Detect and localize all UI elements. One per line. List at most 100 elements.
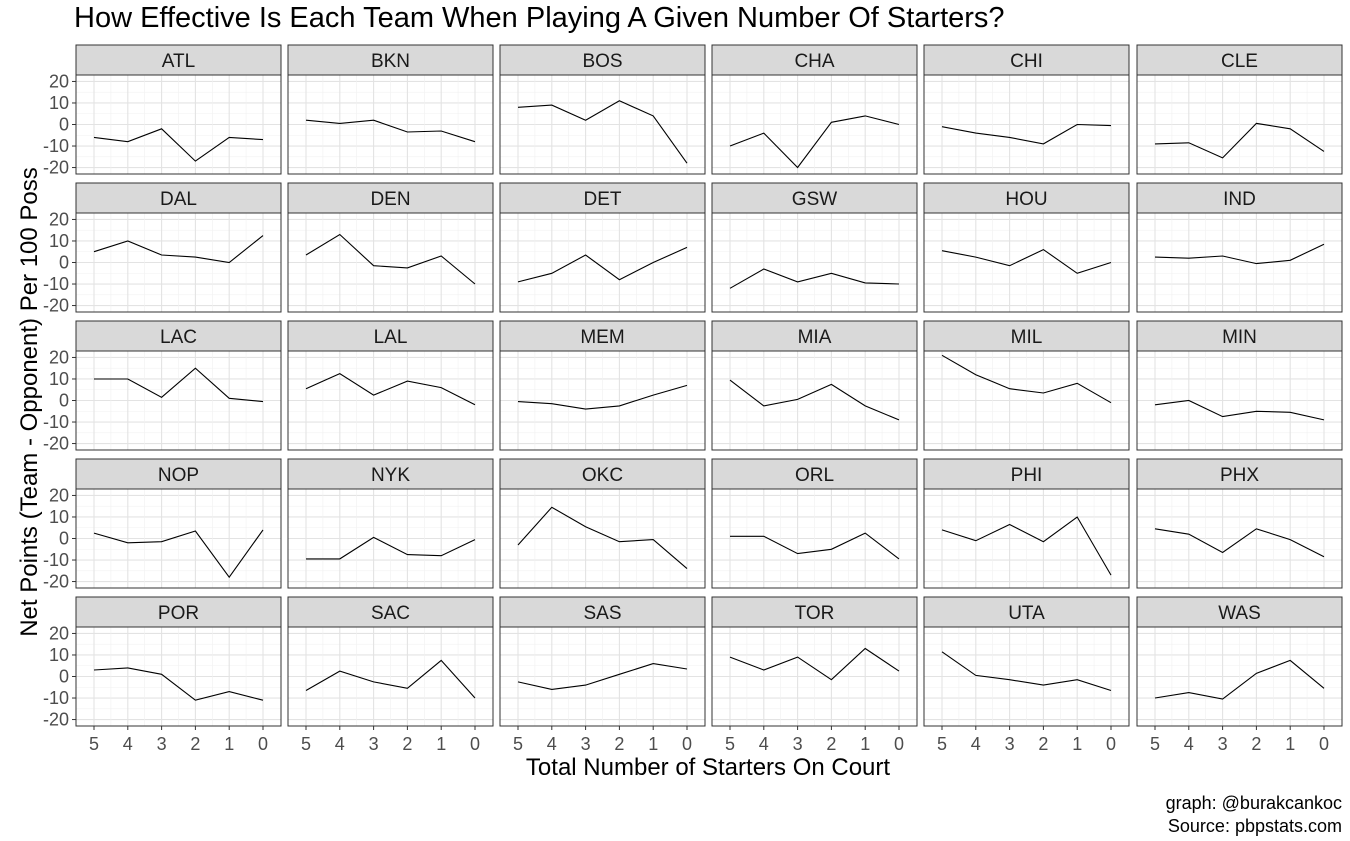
panel-border	[711, 488, 918, 589]
y-tick-label: -20	[43, 158, 69, 178]
facet-strip	[1136, 44, 1343, 76]
facet-strip	[1136, 596, 1343, 628]
x-tick-label: 4	[335, 734, 345, 754]
x-tick-label: 3	[1005, 734, 1015, 754]
series-line-mia	[729, 379, 900, 421]
series-line-mil	[941, 354, 1112, 404]
y-tick-label: -20	[43, 434, 69, 454]
facet-strip	[923, 320, 1130, 352]
facet-label: CHA	[794, 51, 834, 72]
facet-label: BKN	[371, 51, 410, 72]
series-line-nop	[93, 529, 264, 579]
x-tick-label: 1	[436, 734, 446, 754]
facet-label: SAS	[583, 603, 621, 624]
panel-border	[499, 212, 706, 313]
y-tick-label: -10	[43, 274, 69, 294]
facet-label: UTA	[1008, 603, 1045, 624]
facet-strip	[499, 182, 706, 214]
series-line-phi	[941, 516, 1112, 576]
x-tick-label: 5	[1150, 734, 1160, 754]
x-tick-label: 5	[301, 734, 311, 754]
panel-border	[287, 74, 494, 175]
panel-border	[711, 212, 918, 313]
series-line-bos	[517, 100, 688, 164]
facet-label: PHX	[1220, 465, 1259, 486]
facet-strip	[711, 320, 918, 352]
x-tick-label: 2	[1038, 734, 1048, 754]
series-line-chi	[941, 123, 1112, 145]
facet-strip	[923, 44, 1130, 76]
series-line-atl	[93, 128, 264, 162]
facet-strip	[75, 596, 282, 628]
facet-strip	[923, 182, 1130, 214]
panel-border	[499, 350, 706, 451]
facet-label: MIA	[798, 327, 832, 348]
panel-border	[287, 626, 494, 727]
y-tick-label: 20	[49, 347, 69, 367]
facet-label: LAC	[160, 327, 197, 348]
facet-label: HOU	[1005, 189, 1047, 210]
panel-border	[1136, 212, 1343, 313]
series-line-mem	[517, 384, 688, 410]
panel-border	[1136, 488, 1343, 589]
facet-label: MEM	[580, 327, 624, 348]
x-tick-label: 4	[123, 734, 133, 754]
series-line-was	[1154, 659, 1325, 700]
facet-label: CLE	[1221, 51, 1258, 72]
facet-strip	[75, 182, 282, 214]
chart-title: How Effective Is Each Team When Playing …	[74, 2, 1005, 34]
x-tick-label: 3	[369, 734, 379, 754]
facet-label: PHI	[1011, 465, 1043, 486]
facet-label: ATL	[162, 51, 195, 72]
facet-strip	[287, 596, 494, 628]
x-tick-label: 4	[547, 734, 557, 754]
facet-label: DAL	[160, 189, 197, 210]
series-line-den	[305, 233, 476, 285]
y-tick-label: 0	[59, 115, 69, 135]
x-tick-label: 0	[470, 734, 480, 754]
facet-label: OKC	[582, 465, 623, 486]
facet-strip	[711, 182, 918, 214]
x-tick-label: 2	[402, 734, 412, 754]
panel-border	[287, 488, 494, 589]
series-line-dal	[93, 235, 264, 264]
series-line-lal	[305, 372, 476, 406]
facet-strip	[75, 458, 282, 490]
x-tick-label: 3	[581, 734, 591, 754]
x-tick-label: 4	[759, 734, 769, 754]
series-line-sac	[305, 659, 476, 699]
y-tick-label: -10	[43, 136, 69, 156]
y-tick-label: 10	[49, 507, 69, 527]
x-tick-label: 5	[513, 734, 523, 754]
panel-border	[287, 350, 494, 451]
facet-strip	[711, 44, 918, 76]
y-tick-label: 10	[49, 93, 69, 113]
panel-border	[923, 350, 1130, 451]
series-line-uta	[941, 651, 1112, 692]
y-tick-label: 0	[59, 667, 69, 687]
x-tick-label: 2	[190, 734, 200, 754]
series-line-ind	[1154, 243, 1325, 265]
facet-label: GSW	[792, 189, 837, 210]
facet-label: WAS	[1218, 603, 1261, 624]
facet-strip	[499, 596, 706, 628]
series-line-okc	[517, 506, 688, 570]
facet-strip	[287, 458, 494, 490]
facet-strip	[711, 458, 918, 490]
facet-label: BOS	[582, 51, 622, 72]
y-tick-label: 20	[49, 209, 69, 229]
caption: graph: @burakcankoc Source: pbpstats.com	[1166, 792, 1342, 838]
facet-strip	[287, 44, 494, 76]
series-line-hou	[941, 248, 1112, 274]
facet-label: CHI	[1010, 51, 1043, 72]
facet-label: DEN	[370, 189, 410, 210]
series-line-orl	[730, 532, 900, 560]
y-tick-label: -20	[43, 296, 69, 316]
caption-source: Source: pbpstats.com	[1167, 816, 1342, 836]
panel-border	[923, 212, 1130, 313]
x-tick-label: 1	[860, 734, 870, 754]
facet-label: NOP	[158, 465, 199, 486]
x-tick-label: 4	[971, 734, 981, 754]
facet-strip	[287, 320, 494, 352]
